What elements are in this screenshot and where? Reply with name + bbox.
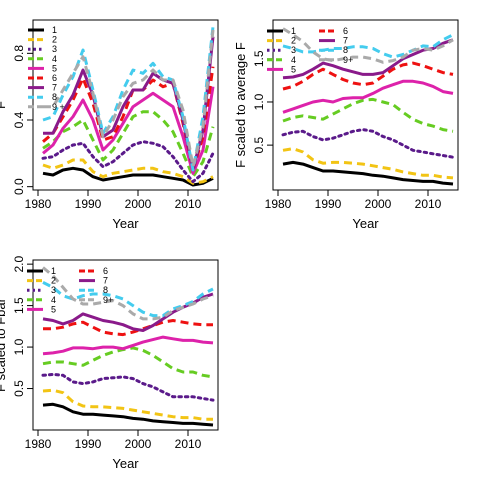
- series-line-9: [282, 27, 454, 64]
- y-tick-label: 0.5: [12, 380, 26, 397]
- legend-label: 7: [343, 36, 348, 46]
- series-line-9: [43, 29, 215, 169]
- y-tick-label: 0.0: [12, 178, 26, 195]
- x-tick-label: 2010: [175, 197, 202, 211]
- y-tick-label: 0.5: [252, 136, 266, 153]
- y-tick-label: 1.0: [12, 338, 26, 355]
- series-line-5: [282, 79, 454, 114]
- legend-label: 9+: [343, 55, 353, 65]
- series-line-9: [42, 266, 214, 321]
- series-line-3: [41, 372, 215, 402]
- series-line-4: [42, 346, 214, 379]
- series-line-1: [42, 402, 214, 427]
- legend-label: 2: [291, 36, 296, 46]
- plot-frame: [32, 19, 219, 191]
- y-tick-label: 1.5: [12, 297, 26, 314]
- legend-label: 5: [291, 64, 296, 74]
- legend-label: 4: [291, 55, 296, 65]
- series-line-8: [42, 281, 214, 318]
- chart-panel-1: 1980 1990 2000 2010 0.0 0.4 0.8 Year F 123456789 …: [0, 19, 219, 231]
- plot-frame: [32, 259, 219, 431]
- series-line-2: [42, 158, 214, 185]
- series-line-2: [42, 388, 213, 421]
- x-tick-label: 1980: [25, 437, 52, 451]
- legend-label: 3: [291, 45, 296, 55]
- legend-label: 8: [343, 45, 348, 55]
- x-tick-label: 1990: [75, 197, 102, 211]
- y-axis-title: F: [0, 101, 8, 109]
- legend-label: 4: [51, 295, 56, 305]
- x-tick-label: 2010: [415, 197, 442, 211]
- x-tick-label: 2000: [125, 437, 152, 451]
- x-axis-title: Year: [112, 456, 139, 471]
- series-line-3: [281, 128, 455, 159]
- series-line-1: [282, 160, 454, 186]
- series-line-1: [42, 166, 214, 187]
- x-tick-label: 2010: [175, 437, 202, 451]
- series-line-8: [282, 33, 454, 59]
- series-line-4: [282, 97, 454, 133]
- x-axis-title: Year: [112, 216, 139, 231]
- legend-label: 3: [51, 285, 56, 295]
- x-tick-label: 1980: [265, 197, 292, 211]
- legend-label: 2: [52, 35, 57, 45]
- y-axis-title: F scaled to Fbar: [0, 297, 8, 392]
- series-line-6: [42, 66, 215, 172]
- series-line-5: [42, 335, 214, 356]
- legend-label: 6: [103, 266, 108, 276]
- series-line-4: [42, 110, 215, 179]
- series-line-8: [42, 26, 215, 172]
- series-line-7: [42, 292, 214, 332]
- legend-label: 7: [52, 83, 57, 93]
- y-tick-label: 1.5: [252, 50, 266, 67]
- x-tick-label: 2000: [125, 197, 152, 211]
- legend-label: 5: [52, 63, 57, 73]
- legend-label: 1: [51, 266, 56, 276]
- x-tick-label: 1990: [315, 197, 342, 211]
- plot-frame: [272, 19, 459, 191]
- series-line-6: [282, 61, 454, 91]
- y-tick-label: 0.4: [12, 111, 26, 128]
- y-tick-label: 1.0: [252, 93, 266, 110]
- x-tick-label: 1990: [75, 437, 102, 451]
- legend-label: 7: [103, 276, 108, 286]
- legend-label: 6: [343, 26, 348, 36]
- legend-label: 4: [52, 54, 57, 64]
- chart-panel-2: 1980 1990 2000 2010 0.5 1.0 1.5 Year F scaled to…: [233, 19, 459, 231]
- y-tick-label: 0.8: [12, 45, 26, 62]
- legend-label: 5: [51, 304, 56, 314]
- legend-label: 8: [103, 285, 108, 295]
- x-tick-label: 2000: [365, 197, 392, 211]
- x-tick-label: 1980: [25, 197, 52, 211]
- legend-label: 1: [52, 25, 57, 35]
- series-line-3: [41, 140, 215, 184]
- legend-label: 6: [52, 73, 57, 83]
- legend-label: 2: [51, 276, 56, 286]
- series-line-5: [42, 86, 215, 175]
- legend-label: 8: [52, 92, 57, 102]
- y-tick-label: 2.0: [12, 255, 26, 272]
- chart-panel-3: 1980 1990 2000 2010 0.5 1.0 1.5 2.0 Year F scaled…: [0, 255, 219, 471]
- legend-label: 3: [52, 44, 57, 54]
- series-line-2: [282, 147, 454, 180]
- series-line-6: [43, 319, 213, 337]
- legend-label: 9 +: [52, 102, 65, 112]
- legend-label: 9+: [103, 295, 113, 305]
- x-axis-title: Year: [352, 216, 379, 231]
- legend-label: 1: [291, 26, 296, 36]
- y-axis-title: F scaled to average F: [233, 42, 248, 168]
